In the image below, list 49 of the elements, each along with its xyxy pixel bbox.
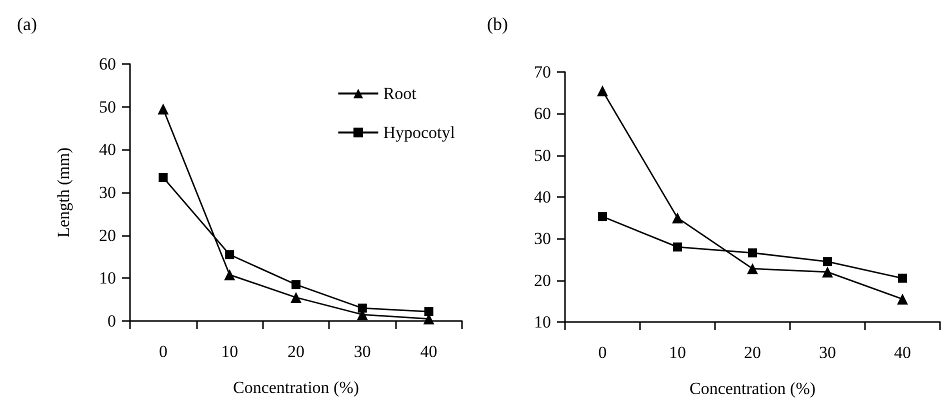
x-tick-label: 20 — [744, 343, 761, 362]
y-tick-label: 20 — [99, 226, 116, 245]
point — [747, 263, 758, 274]
y-tick-label: 40 — [99, 140, 116, 160]
y-tick-label: 0 — [108, 312, 116, 330]
y-tick-label: 50 — [99, 97, 116, 116]
point — [224, 269, 236, 280]
y-tick-label: 40 — [534, 188, 551, 206]
legend-label: Root — [383, 84, 417, 103]
x-tick-label: 10 — [669, 343, 686, 362]
point — [748, 248, 757, 258]
y-tick-label: 10 — [99, 268, 116, 288]
y-tick-label: 20 — [534, 270, 551, 290]
point — [424, 307, 434, 316]
y-tick-label: 30 — [99, 183, 116, 202]
y-tick-label: 60 — [99, 54, 116, 74]
x-tick-label: 20 — [288, 342, 304, 361]
point — [598, 212, 607, 222]
y-tick-label: 50 — [534, 146, 551, 165]
point — [290, 292, 302, 303]
x-tick-label: 40 — [894, 343, 911, 362]
x-tick-label: 30 — [354, 342, 371, 361]
x-axis-title: Concentration (%) — [232, 378, 360, 397]
x-tick-label: 40 — [420, 342, 438, 361]
point — [823, 257, 832, 266]
point — [822, 266, 833, 278]
x-tick-label: 0 — [158, 342, 168, 361]
y-tick-label: 70 — [534, 62, 551, 82]
legend-label: Hypocotyl — [383, 123, 456, 142]
x-tick-label: 30 — [819, 343, 836, 362]
chart-title: (b) — [487, 14, 508, 34]
x-axis-title: Concentration (%) — [689, 379, 816, 398]
point — [358, 304, 367, 313]
point — [597, 85, 608, 96]
point — [158, 173, 168, 182]
point — [898, 274, 907, 283]
point — [672, 212, 683, 224]
chart-title: (a) — [17, 14, 37, 34]
point — [673, 242, 682, 252]
y-tick-label: 30 — [534, 229, 551, 248]
x-tick-label: 0 — [598, 343, 607, 362]
point — [292, 280, 300, 290]
point — [897, 294, 908, 305]
point — [225, 250, 234, 260]
x-tick-label: 10 — [221, 342, 238, 361]
y-tick-label: 60 — [534, 104, 551, 124]
y-tick-label: 10 — [534, 312, 551, 332]
point — [158, 103, 169, 114]
y-axis-title: Length (mm) — [54, 147, 73, 238]
